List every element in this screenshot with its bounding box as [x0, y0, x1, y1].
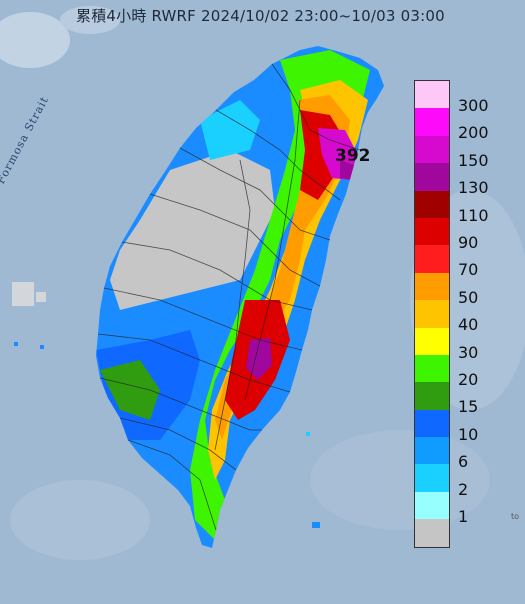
legend-swatch — [415, 491, 449, 520]
legend-label: 6 — [458, 452, 469, 472]
legend-swatch — [415, 354, 449, 383]
legend-label: 300 — [458, 96, 489, 115]
legend-swatch — [415, 245, 449, 273]
legend-swatch — [415, 409, 449, 438]
legend-label: 30 — [458, 342, 479, 362]
legend-label: 15 — [458, 397, 479, 417]
legend-label: 2 — [458, 479, 469, 499]
rainfall-field — [96, 50, 370, 540]
boundary-lines — [97, 63, 361, 531]
offshore-islands — [12, 282, 320, 528]
legend-label: 50 — [458, 287, 479, 307]
legend-label: 1 — [458, 507, 469, 526]
legend-swatch — [415, 108, 449, 136]
legend-label: 90 — [458, 233, 479, 252]
legend-swatch — [415, 190, 449, 218]
legend-swatch — [415, 272, 449, 301]
legend-label: 110 — [458, 205, 489, 225]
map-title: 累積4小時 RWRF 2024/10/02 23:00~10/03 03:00 — [76, 7, 445, 25]
legend-swatch — [415, 81, 449, 109]
legend-label: 20 — [458, 370, 479, 389]
legend-swatch — [415, 437, 449, 465]
legend-label: 70 — [458, 260, 479, 280]
legend-label: 200 — [458, 123, 489, 143]
legend-swatch — [415, 135, 449, 164]
legend-swatch — [415, 382, 449, 410]
legend-swatch — [415, 519, 449, 547]
legend-swatch — [415, 464, 449, 492]
legend-label: 150 — [458, 150, 489, 170]
legend-swatch — [415, 163, 449, 191]
legend-label: 10 — [458, 424, 479, 444]
corner-text: to — [511, 512, 520, 521]
peak-value-label: 392 — [335, 146, 371, 166]
color-legend — [414, 80, 450, 548]
legend-label: 40 — [458, 315, 479, 335]
legend-label: 130 — [458, 178, 489, 198]
legend-swatch — [415, 327, 449, 355]
legend-swatch — [415, 300, 449, 328]
legend-swatch — [415, 217, 449, 246]
